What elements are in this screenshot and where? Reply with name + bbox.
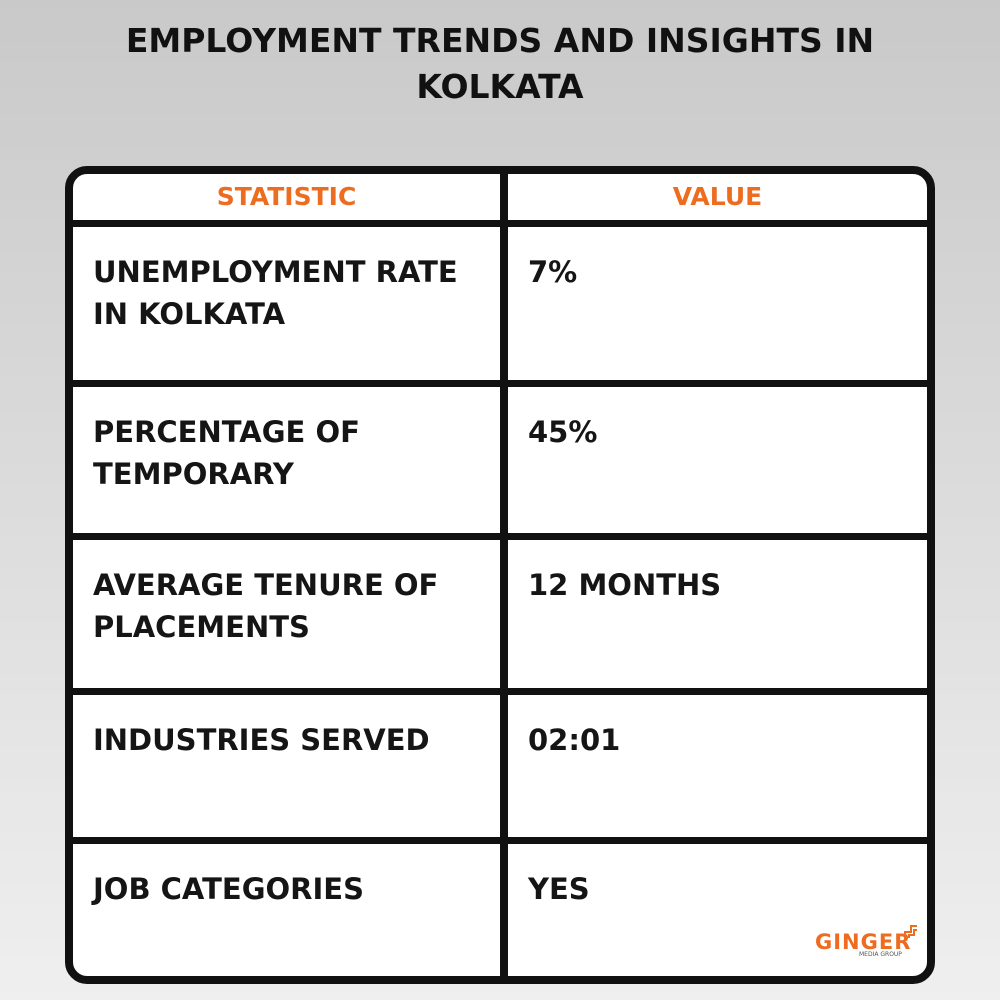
header-cell: STATISTIC	[216, 182, 357, 211]
logo: GINGER MEDIA GROUP	[815, 925, 917, 958]
statistics-table: STATISTIC VALUE UNEMPLOYMENT RATE IN KOLKA…	[65, 166, 935, 984]
page-title: EMPLOYMENT TRENDS AND INSIGHTS IN KOLKAT…	[125, 21, 875, 106]
statistic-cell: PERCENTAGE OF TEMPORARY	[93, 415, 360, 491]
logo-tagline: MEDIA GROUP	[859, 951, 902, 958]
value-cell: 45%	[528, 415, 598, 449]
statistic-cell: INDUSTRIES SERVED	[93, 723, 430, 757]
header-cell: VALUE	[672, 182, 763, 211]
value-cell: YES	[528, 872, 590, 906]
logo-icon	[904, 925, 917, 938]
value-cell: 7%	[528, 255, 578, 289]
statistic-cell: AVERAGE TENURE OF PLACEMENTS	[93, 568, 439, 644]
logo-name: GINGER	[815, 930, 912, 954]
value-cell: 12 MONTHS	[528, 568, 722, 602]
column-divider	[500, 174, 508, 976]
row-divider	[73, 220, 927, 227]
row-divider	[73, 837, 927, 844]
row-divider	[73, 533, 927, 540]
statistic-cell: UNEMPLOYMENT RATE IN KOLKATA	[93, 255, 458, 331]
value-cell: 02:01	[528, 723, 621, 757]
row-divider	[73, 380, 927, 387]
row-divider	[73, 688, 927, 695]
statistic-cell: JOB CATEGORIES	[93, 872, 364, 906]
